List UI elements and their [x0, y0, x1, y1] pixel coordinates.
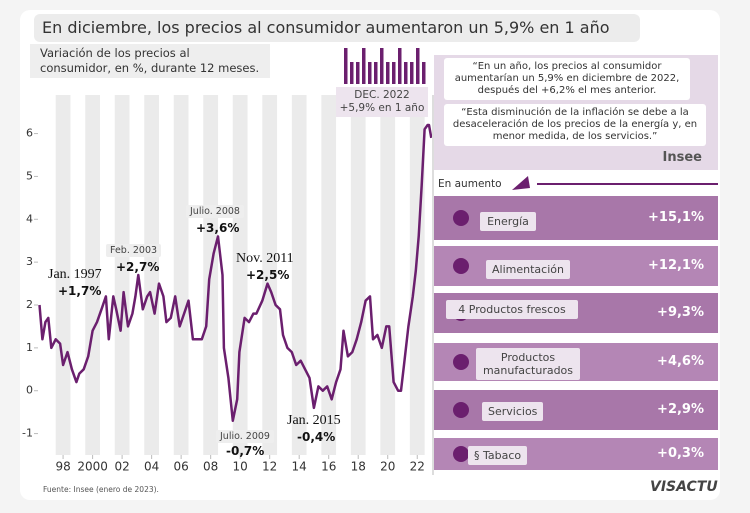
x-tick-label: 08: [203, 460, 218, 474]
row-icon: [453, 354, 469, 370]
item-label: 4 Productos frescos: [446, 300, 578, 319]
decoration: [410, 62, 414, 84]
year-band: [291, 95, 307, 455]
year-band: [114, 95, 130, 455]
row-icon: [453, 258, 469, 274]
x-tick-label: 2000: [77, 460, 108, 474]
year-band: [321, 95, 337, 455]
decoration: [356, 62, 360, 84]
annotation-value: +3,6%: [196, 221, 240, 235]
item-label: Productos manufacturados: [476, 348, 580, 380]
decoration: [398, 48, 402, 84]
annotation-value: -0,7%: [226, 444, 265, 458]
item-label: Energía: [480, 212, 536, 231]
item-value: +15,1%: [648, 210, 704, 225]
x-tick-label: 02: [114, 460, 129, 474]
annotation-label: Nov. 2011: [236, 251, 294, 266]
y-tick-label: 2: [26, 298, 33, 311]
decoration: [368, 62, 372, 84]
item-value: +12,1%: [648, 258, 704, 273]
y-tick-label: 0: [26, 384, 33, 397]
y-tick-label: 5: [26, 169, 33, 182]
annotation-value: -0,4%: [297, 430, 336, 444]
row-icon: [453, 446, 469, 462]
x-tick-label: 20: [380, 460, 395, 474]
item-value: +4,6%: [657, 354, 704, 369]
x-tick-label: 12: [262, 460, 277, 474]
decoration: [404, 62, 408, 84]
decoration: [374, 62, 378, 84]
decoration: [392, 62, 396, 84]
year-band: [350, 95, 366, 455]
annotation-label: Jan. 2015: [287, 413, 341, 428]
source-name: Insee: [662, 150, 702, 165]
item-value: +2,9%: [657, 402, 704, 417]
annotation-label: Feb. 2003: [106, 244, 162, 257]
annotation-value: +2,5%: [246, 268, 290, 282]
row-background: [434, 246, 718, 286]
annotation-value: +1,7%: [58, 284, 102, 298]
decoration: [416, 48, 420, 84]
quote: “En un año, los precios al consumidor au…: [444, 58, 690, 100]
x-tick-label: 04: [144, 460, 159, 474]
year-band: [232, 95, 248, 455]
x-tick-label: 14: [292, 460, 307, 474]
decoration: [386, 62, 390, 84]
y-tick-label: 1: [26, 341, 33, 354]
annotation-label: Julio. 2009: [216, 430, 274, 443]
decoration: [350, 62, 354, 84]
row-background: [434, 390, 718, 430]
x-tick-label: 98: [55, 460, 70, 474]
item-value: +9,3%: [657, 305, 704, 320]
x-tick-label: 10: [233, 460, 248, 474]
arrow-head: [512, 176, 530, 190]
annotation-box: DEC. 2022 +5,9% en 1 año: [336, 87, 428, 117]
x-tick-label: 22: [410, 460, 425, 474]
line: [38, 123, 433, 422]
row-icon: [453, 210, 469, 226]
annotation-value: +2,7%: [116, 260, 160, 274]
x-tick-label: 16: [321, 460, 336, 474]
annotation-value: +5,9% en 1 año: [339, 102, 425, 114]
y-tick-label: 6: [26, 127, 33, 140]
decoration: [380, 48, 384, 84]
decoration: [344, 48, 348, 84]
decoration: [362, 48, 366, 84]
y-tick-label: 3: [26, 255, 33, 268]
year-band: [380, 95, 396, 455]
brand: VISACTU: [650, 479, 718, 495]
item-label: Servicios: [482, 402, 544, 421]
panel-divider: [432, 95, 434, 475]
quote: “Esta disminución de la inflación se deb…: [444, 104, 706, 146]
row-icon: [453, 402, 469, 418]
year-band: [55, 95, 71, 455]
year-band: [85, 95, 100, 455]
item-label: § Tabaco: [468, 446, 528, 465]
x-tick-label: 18: [351, 460, 366, 474]
item-label: Alimentación: [486, 260, 570, 279]
y-tick-label: 4: [26, 212, 33, 225]
chart-subtitle: Variación de los precios al consumidor, …: [30, 44, 270, 78]
year-band: [173, 95, 189, 455]
source: Fuente: Insee (enero de 2023).: [40, 484, 162, 495]
y-tick-label: -1: [22, 427, 33, 440]
decoration: [422, 62, 426, 84]
item-value: +0,3%: [657, 446, 704, 461]
year-band: [144, 95, 160, 455]
panel-heading: En aumento: [434, 176, 510, 192]
annotation-label: DEC. 2022: [354, 89, 410, 101]
year-band: [262, 95, 278, 455]
annotation-label: Julio. 2008: [186, 205, 244, 218]
x-tick-label: 06: [173, 460, 188, 474]
annotation-label: Jan. 1997: [48, 267, 102, 282]
chart-title: En diciembre, los precios al consumidor …: [34, 14, 640, 42]
